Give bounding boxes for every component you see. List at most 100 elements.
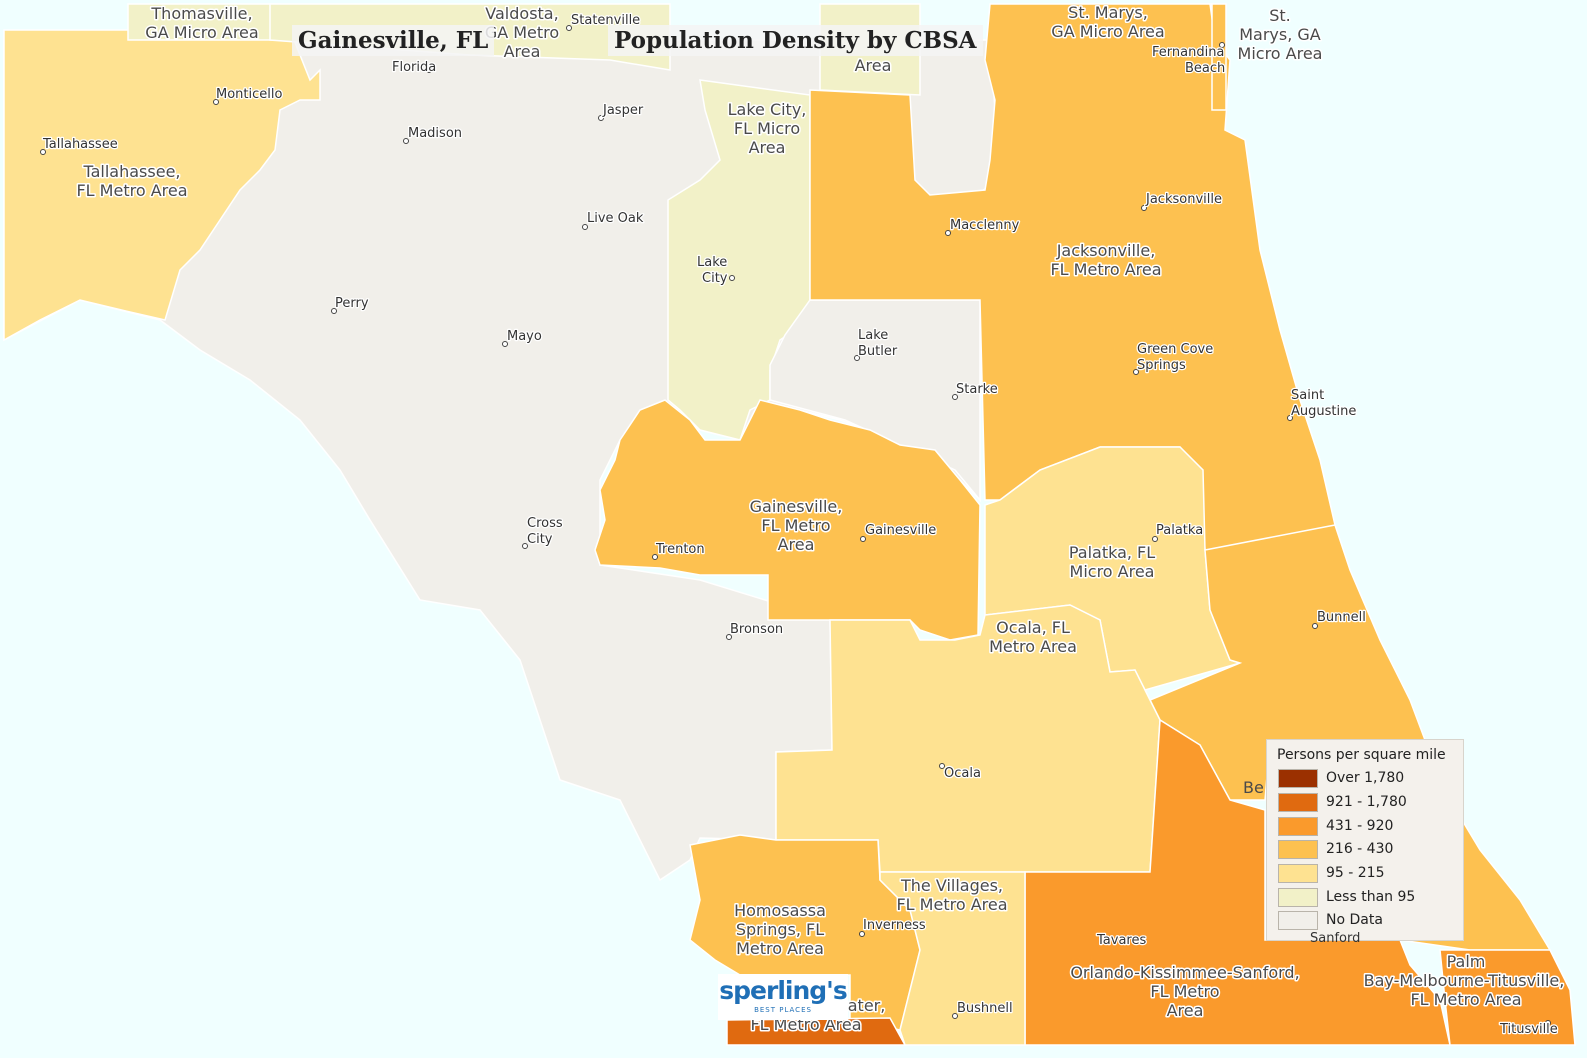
svg-text:Macclenny: Macclenny: [950, 218, 1020, 233]
svg-text:Gainesville: Gainesville: [865, 523, 936, 538]
area-label-st-marys: St. Marys, GA Micro Area: [1051, 3, 1164, 41]
svg-text:Palatka: Palatka: [1156, 523, 1203, 538]
legend-swatch: [1278, 863, 1318, 883]
svg-text:Tavares: Tavares: [1096, 933, 1146, 948]
city-jasper: Jasper: [598, 102, 645, 121]
svg-text:Titusville: Titusville: [1499, 1022, 1558, 1037]
svg-text:Florida: Florida: [392, 60, 436, 75]
svg-text:Bushnell: Bushnell: [957, 1001, 1013, 1016]
svg-text:Ocala: Ocala: [944, 766, 981, 781]
legend-label: Less than 95: [1326, 889, 1416, 905]
city-bronson: Bronson: [726, 621, 784, 640]
legend-swatch: [1278, 887, 1318, 907]
svg-text:Jasper: Jasper: [602, 103, 644, 118]
city-mayo: Mayo: [502, 328, 543, 347]
city-macclenny: Macclenny: [945, 217, 1021, 236]
legend-label: No Data: [1326, 912, 1383, 928]
city-starke: Starke: [952, 381, 999, 400]
legend-swatch: [1278, 839, 1318, 859]
svg-text:Monticello: Monticello: [216, 87, 282, 102]
city-titusville: Titusville: [1498, 1020, 1559, 1038]
city-monticello: Monticello: [213, 86, 284, 105]
legend-swatch: [1278, 816, 1318, 836]
logo-name: sperling's: [719, 976, 847, 1005]
legend-row-95-215: 95 - 215: [1278, 863, 1385, 883]
area-label-waycross: Area: [855, 56, 892, 75]
svg-text:Bronson: Bronson: [730, 622, 783, 637]
svg-text:Statenville: Statenville: [571, 13, 640, 28]
city-ocala: Ocala: [939, 763, 982, 782]
city-bushnell: Bushnell: [952, 1000, 1014, 1019]
city-saint-augustine: Saint Augustine: [1287, 387, 1358, 421]
legend-swatch: [1278, 910, 1318, 930]
legend-label: 216 - 430: [1326, 841, 1394, 857]
city-statenville: Statenville: [566, 12, 641, 31]
city-bunnell: Bunnell: [1312, 609, 1367, 629]
city-tallahassee: Tallahassee: [40, 136, 119, 155]
legend-label: Over 1,780: [1326, 770, 1405, 786]
svg-text:Madison: Madison: [408, 126, 462, 141]
legend-label: 921 - 1,780: [1326, 794, 1407, 810]
sperlings-logo[interactable]: sperling's BEST PLACES: [718, 974, 848, 1020]
city-label-sanford: Sanford: [1310, 931, 1361, 946]
legend-row-no-data: No Data: [1278, 910, 1383, 930]
city-madison: Madison: [403, 125, 463, 144]
region-ocala: [775, 604, 1161, 873]
legend-label: 95 - 215: [1326, 865, 1385, 881]
area-label-homosassa: Homosassa Springs, FL Metro Area: [734, 901, 826, 958]
area-label-st-marys-east: St. Marys, GA Micro Area: [1238, 6, 1323, 63]
city-trenton: Trenton: [652, 541, 706, 560]
city-live-oak: Live Oak: [582, 210, 645, 230]
legend-swatch: [1278, 792, 1318, 812]
legend-swatch: [1278, 768, 1318, 788]
svg-text:Perry: Perry: [335, 296, 369, 311]
area-label-jacksonville: Jacksonville, FL Metro Area: [1050, 241, 1161, 279]
map-title-place: Gainesville, FL: [292, 25, 495, 56]
area-label-palm-bay: Palm Bay-Melbourne-Titusville, FL Metro Ar…: [1364, 952, 1565, 1009]
city-perry: Perry: [331, 295, 370, 314]
legend-row-216-430: 216 - 430: [1278, 839, 1393, 859]
region-st-marys-east: [1211, 3, 1227, 111]
area-label-thomasville: Thomasville, GA Micro Area: [145, 4, 258, 42]
city-green-cove-springs: Green Cove Springs: [1133, 341, 1214, 375]
legend: Persons per square mile Over 1,780 921 -…: [1266, 739, 1464, 941]
legend-row-921-1780: 921 - 1,780: [1278, 792, 1407, 812]
area-label-valdosta: Valdosta, GA Metro Area: [485, 4, 559, 61]
city-label-be: Be: [1243, 778, 1264, 797]
city-fernandina-beach: Fernandina Beach: [1151, 42, 1227, 77]
area-label-orlando: Orlando-Kissimmee-Sanford, FL Metro Area: [1070, 963, 1299, 1020]
city-gainesville: Gainesville: [860, 522, 937, 542]
legend-row-less-than-95: Less than 95: [1278, 887, 1415, 907]
svg-text:Trenton: Trenton: [655, 542, 705, 557]
city-inverness: Inverness: [859, 917, 927, 937]
city-cross-city: Cross City: [522, 515, 564, 549]
legend-row-over-1780: Over 1,780: [1278, 768, 1404, 788]
area-label-gainesville: Gainesville, FL Metro Area: [750, 497, 843, 554]
svg-text:Starke: Starke: [956, 382, 998, 397]
region-bunnell: [1148, 524, 1427, 801]
legend-row-431-920: 431 - 920: [1278, 816, 1393, 836]
city-jacksonville: Jacksonville: [1141, 191, 1223, 211]
area-label-the-villages: The Villages, FL Metro Area: [896, 876, 1007, 914]
city-florida: Florida: [391, 59, 438, 77]
logo-subtitle: BEST PLACES: [754, 1006, 812, 1014]
city-lake-butler: Lake Butler: [854, 327, 899, 361]
svg-text:Mayo: Mayo: [507, 329, 542, 344]
city-tavares: Tavares: [1095, 932, 1148, 950]
area-label-ocala: Ocala, FL Metro Area: [989, 618, 1077, 656]
svg-text:Bunnell: Bunnell: [1317, 610, 1366, 625]
map-title-topic: Population Density by CBSA: [608, 25, 983, 56]
area-label-palatka: Palatka, FL Micro Area: [1069, 543, 1155, 581]
area-label-tallahassee: Tallahassee, FL Metro Area: [76, 162, 187, 200]
region-the-villages: [879, 871, 1026, 1046]
svg-text:Live Oak: Live Oak: [587, 211, 644, 226]
region-palm-bay-south: [1439, 949, 1576, 1046]
city-palatka: Palatka: [1152, 522, 1204, 542]
